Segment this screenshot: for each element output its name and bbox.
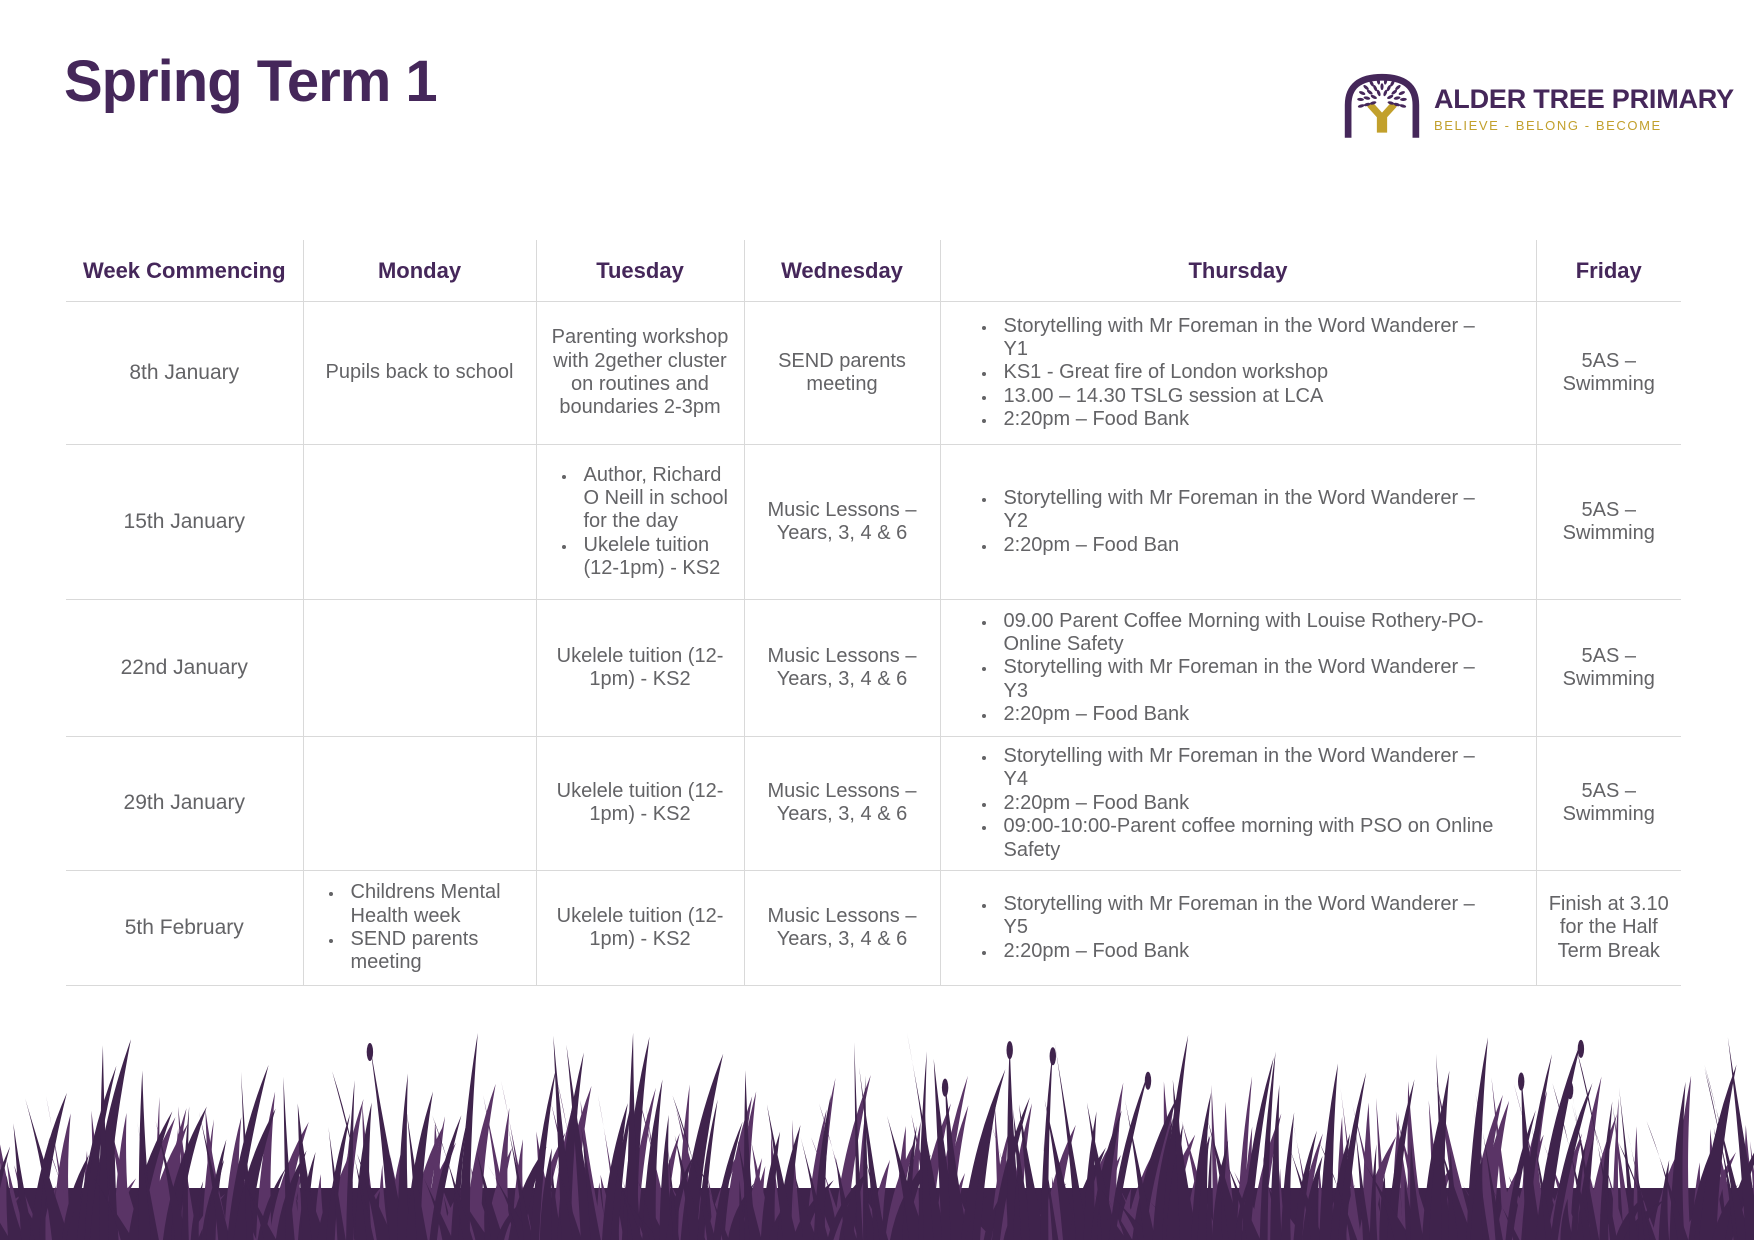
event-bullet: 13.00 – 14.30 TSLG session at LCA xyxy=(997,385,1503,408)
event-bullet: 09.00 Parent Coffee Morning with Louise … xyxy=(997,610,1503,657)
week-row-5th-february: 5th February Childrens Mental Health wee… xyxy=(66,870,1681,986)
event-bullet: Author, Richard O Neill in school for th… xyxy=(577,464,736,534)
event-bullet: 2:20pm – Food Bank xyxy=(997,408,1503,431)
tree-leaves xyxy=(1357,77,1407,108)
col-header-friday: Friday xyxy=(1536,240,1681,302)
monday-cell xyxy=(303,599,537,737)
event-bullet: 2:20pm – Food Bank xyxy=(997,703,1503,726)
friday-cell: Finish at 3.10 for the Half Term Break xyxy=(1536,870,1681,986)
thursday-event-list: Storytelling with Mr Foreman in the Word… xyxy=(965,315,1503,432)
col-header-thursday: Thursday xyxy=(940,240,1537,302)
thursday-event-list: Storytelling with Mr Foreman in the Word… xyxy=(965,487,1503,557)
event-bullet: Storytelling with Mr Foreman in the Word… xyxy=(997,745,1503,792)
monday-cell xyxy=(303,736,537,871)
tree-arch-icon xyxy=(1344,73,1420,138)
monday-cell: Pupils back to school xyxy=(303,301,537,445)
grass-silhouette xyxy=(0,990,1754,1240)
week-row-29th-january: 29th January Ukelele tuition (12-1pm) - … xyxy=(66,736,1681,871)
term-calendar-table: Week Commencing Monday Tuesday Wednesday… xyxy=(66,240,1681,986)
friday-cell: 5AS – Swimming xyxy=(1536,444,1681,600)
tuesday-cell: Parenting workshop with 2gether cluster … xyxy=(536,301,745,445)
week-commencing-cell: 8th January xyxy=(66,301,304,445)
monday-cell xyxy=(303,444,537,600)
monday-cell: Childrens Mental Health weekSEND parents… xyxy=(303,870,537,986)
col-header-wednesday: Wednesday xyxy=(744,240,941,302)
wednesday-cell: Music Lessons – Years, 3, 4 & 6 xyxy=(744,870,941,986)
event-bullet: Childrens Mental Health week xyxy=(344,881,528,928)
thursday-cell: Storytelling with Mr Foreman in the Word… xyxy=(940,870,1537,986)
logo-school-name: ALDER TREE PRIMARY xyxy=(1434,84,1734,114)
tuesday-cell: Author, Richard O Neill in school for th… xyxy=(536,444,745,600)
week-row-22nd-january: 22nd January Ukelele tuition (12-1pm) - … xyxy=(66,599,1681,737)
thursday-cell: Storytelling with Mr Foreman in the Word… xyxy=(940,444,1537,600)
week-commencing-cell: 29th January xyxy=(66,736,304,871)
thursday-cell: Storytelling with Mr Foreman in the Word… xyxy=(940,301,1537,445)
tuesday-event-list: Author, Richard O Neill in school for th… xyxy=(545,464,736,581)
friday-cell: 5AS – Swimming xyxy=(1536,301,1681,445)
event-bullet: 2:20pm – Food Bank xyxy=(997,940,1503,963)
thursday-event-list: Storytelling with Mr Foreman in the Word… xyxy=(965,893,1503,963)
wednesday-cell: SEND parents meeting xyxy=(744,301,941,445)
thursday-event-list: Storytelling with Mr Foreman in the Word… xyxy=(965,745,1503,862)
event-bullet: 09:00-10:00-Parent coffee morning with P… xyxy=(997,815,1503,862)
event-bullet: Storytelling with Mr Foreman in the Word… xyxy=(997,487,1503,534)
monday-event-list: Childrens Mental Health weekSEND parents… xyxy=(312,881,528,975)
wednesday-cell: Music Lessons – Years, 3, 4 & 6 xyxy=(744,599,941,737)
tuesday-cell: Ukelele tuition (12-1pm) - KS2 xyxy=(536,736,745,871)
event-bullet: KS1 - Great fire of London workshop xyxy=(997,361,1503,384)
header-row: Week Commencing Monday Tuesday Wednesday… xyxy=(66,240,1681,302)
week-row-8th-january: 8th January Pupils back to school Parent… xyxy=(66,301,1681,445)
wednesday-cell: Music Lessons – Years, 3, 4 & 6 xyxy=(744,444,941,600)
friday-cell: 5AS – Swimming xyxy=(1536,599,1681,737)
event-bullet: Ukelele tuition (12-1pm) - KS2 xyxy=(577,534,736,581)
event-bullet: SEND parents meeting xyxy=(344,928,528,975)
thursday-cell: Storytelling with Mr Foreman in the Word… xyxy=(940,736,1537,871)
tree-trunk xyxy=(1367,102,1397,133)
week-row-15th-january: 15th January Author, Richard O Neill in … xyxy=(66,444,1681,600)
week-commencing-cell: 5th February xyxy=(66,870,304,986)
friday-cell: 5AS – Swimming xyxy=(1536,736,1681,871)
thursday-event-list: 09.00 Parent Coffee Morning with Louise … xyxy=(965,610,1503,727)
page-title: Spring Term 1 xyxy=(64,49,438,114)
tuesday-cell: Ukelele tuition (12-1pm) - KS2 xyxy=(536,599,745,737)
event-bullet: 2:20pm – Food Bank xyxy=(997,792,1503,815)
wednesday-cell: Music Lessons – Years, 3, 4 & 6 xyxy=(744,736,941,871)
week-commencing-cell: 22nd January xyxy=(66,599,304,737)
event-bullet: Storytelling with Mr Foreman in the Word… xyxy=(997,893,1503,940)
event-bullet: Storytelling with Mr Foreman in the Word… xyxy=(997,656,1503,703)
col-header-week-commencing: Week Commencing xyxy=(66,240,304,302)
col-header-monday: Monday xyxy=(303,240,537,302)
event-bullet: Storytelling with Mr Foreman in the Word… xyxy=(997,315,1503,362)
thursday-cell: 09.00 Parent Coffee Morning with Louise … xyxy=(940,599,1537,737)
col-header-tuesday: Tuesday xyxy=(536,240,745,302)
tuesday-cell: Ukelele tuition (12-1pm) - KS2 xyxy=(536,870,745,986)
logo-tagline: BELIEVE - BELONG - BECOME xyxy=(1434,118,1662,133)
week-commencing-cell: 15th January xyxy=(66,444,304,600)
event-bullet: 2:20pm – Food Ban xyxy=(997,534,1503,557)
school-logo: ALDER TREE PRIMARY BELIEVE - BELONG - BE… xyxy=(1343,72,1734,142)
